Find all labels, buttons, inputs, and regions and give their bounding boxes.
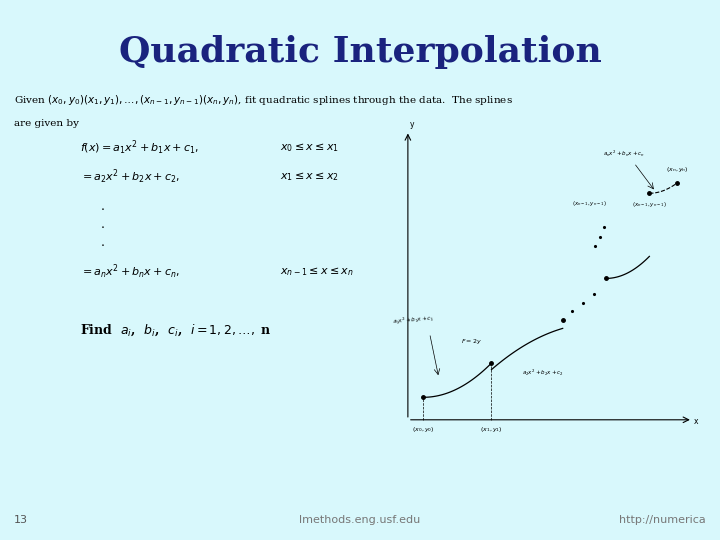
Text: $= a_n x^2 + b_n x + c_n,$: $= a_n x^2 + b_n x + c_n,$ xyxy=(80,263,180,281)
Text: lmethods.eng.usf.edu: lmethods.eng.usf.edu xyxy=(300,515,420,525)
Text: $a_2x^2 + b_2x + c_2$: $a_2x^2 + b_2x + c_2$ xyxy=(523,368,564,378)
Text: $x_0 \leq x \leq x_1$: $x_0 \leq x \leq x_1$ xyxy=(280,141,339,154)
Text: 13: 13 xyxy=(14,515,28,525)
Text: $(x_1,y_1)$: $(x_1,y_1)$ xyxy=(480,425,503,434)
Text: http://numerica: http://numerica xyxy=(619,515,706,525)
Text: $= a_2 x^2 + b_2 x + c_2,$: $= a_2 x^2 + b_2 x + c_2,$ xyxy=(80,168,180,186)
Text: $a_1x^2+b_1x+c_1$: $a_1x^2+b_1x+c_1$ xyxy=(392,313,435,327)
Text: $f(x) = a_1 x^2 + b_1 x + c_1,$: $f(x) = a_1 x^2 + b_1 x + c_1,$ xyxy=(80,139,199,157)
Text: $(x_0,y_0)$: $(x_0,y_0)$ xyxy=(412,425,435,434)
Text: $(x_{n-1}, y_{n-1})$: $(x_{n-1}, y_{n-1})$ xyxy=(572,199,607,207)
Text: $\cdot$: $\cdot$ xyxy=(100,238,104,251)
Text: $x_1 \leq x \leq x_2$: $x_1 \leq x \leq x_2$ xyxy=(280,171,338,184)
Text: Find  $a_i$,  $b_i$,  $c_i$,  $i = 1, 2, \ldots, $ n: Find $a_i$, $b_i$, $c_i$, $i = 1, 2, \ld… xyxy=(80,322,271,338)
Text: $(x_n,y_n)$: $(x_n,y_n)$ xyxy=(666,165,688,174)
Text: $\cdot$: $\cdot$ xyxy=(100,219,104,233)
Text: x: x xyxy=(694,417,699,426)
Text: $\cdot$: $\cdot$ xyxy=(100,201,104,214)
Text: Given $(x_0, y_0)(x_1, y_1), \ldots, (x_{n-1}, y_{n-1})(x_n, y_n)$, fit quadrati: Given $(x_0, y_0)(x_1, y_1), \ldots, (x_… xyxy=(14,93,513,107)
Text: y: y xyxy=(410,120,414,129)
Text: $F=2y$: $F=2y$ xyxy=(461,336,482,346)
Text: $a_nx^2+b_nx+c_n$: $a_nx^2+b_nx+c_n$ xyxy=(603,149,645,159)
Text: Quadratic Interpolation: Quadratic Interpolation xyxy=(119,35,601,69)
Text: $x_{n-1} \leq x \leq x_n$: $x_{n-1} \leq x \leq x_n$ xyxy=(280,266,354,279)
Text: $(x_{n-1},y_{n-1})$: $(x_{n-1},y_{n-1})$ xyxy=(632,200,667,209)
Text: are given by: are given by xyxy=(14,118,79,127)
